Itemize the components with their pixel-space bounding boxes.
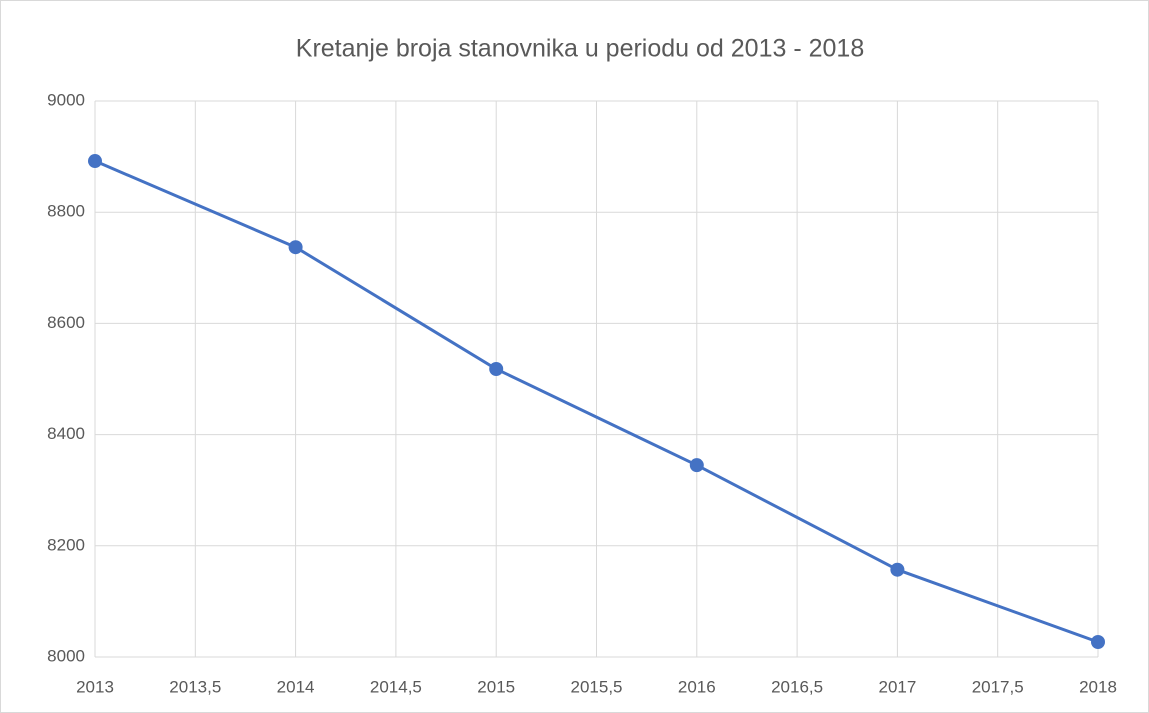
chart-title: Kretanje broja stanovnika u periodu od 2… bbox=[296, 35, 864, 63]
x-tick-label: 2016 bbox=[678, 677, 716, 696]
y-tick-label: 9000 bbox=[47, 90, 85, 109]
data-point bbox=[1091, 634, 1105, 649]
y-tick-label: 8400 bbox=[47, 424, 85, 443]
data-line bbox=[94, 159, 1099, 644]
x-tick-label: 2016,5 bbox=[771, 677, 823, 696]
data-point bbox=[489, 361, 504, 376]
data-point bbox=[88, 154, 102, 169]
x-tick-label: 2017 bbox=[878, 677, 916, 696]
x-tick-label: 2015 bbox=[477, 677, 515, 696]
y-tick-label: 8200 bbox=[47, 535, 85, 554]
data-point bbox=[689, 458, 704, 473]
x-tick-label: 2014,5 bbox=[370, 677, 422, 696]
x-tick-label: 2013,5 bbox=[169, 677, 221, 696]
x-tick-label: 2015,5 bbox=[571, 677, 623, 696]
data-point bbox=[890, 562, 905, 577]
x-tick-label: 2014 bbox=[277, 677, 315, 696]
y-tick-label: 8600 bbox=[47, 313, 85, 332]
data-point bbox=[288, 240, 303, 255]
x-tick-label: 2018 bbox=[1079, 677, 1117, 696]
y-tick-label: 8000 bbox=[47, 646, 85, 665]
x-tick-label: 2017,5 bbox=[972, 677, 1024, 696]
y-tick-label: 8800 bbox=[47, 202, 85, 221]
x-tick-label: 2013 bbox=[76, 677, 114, 696]
